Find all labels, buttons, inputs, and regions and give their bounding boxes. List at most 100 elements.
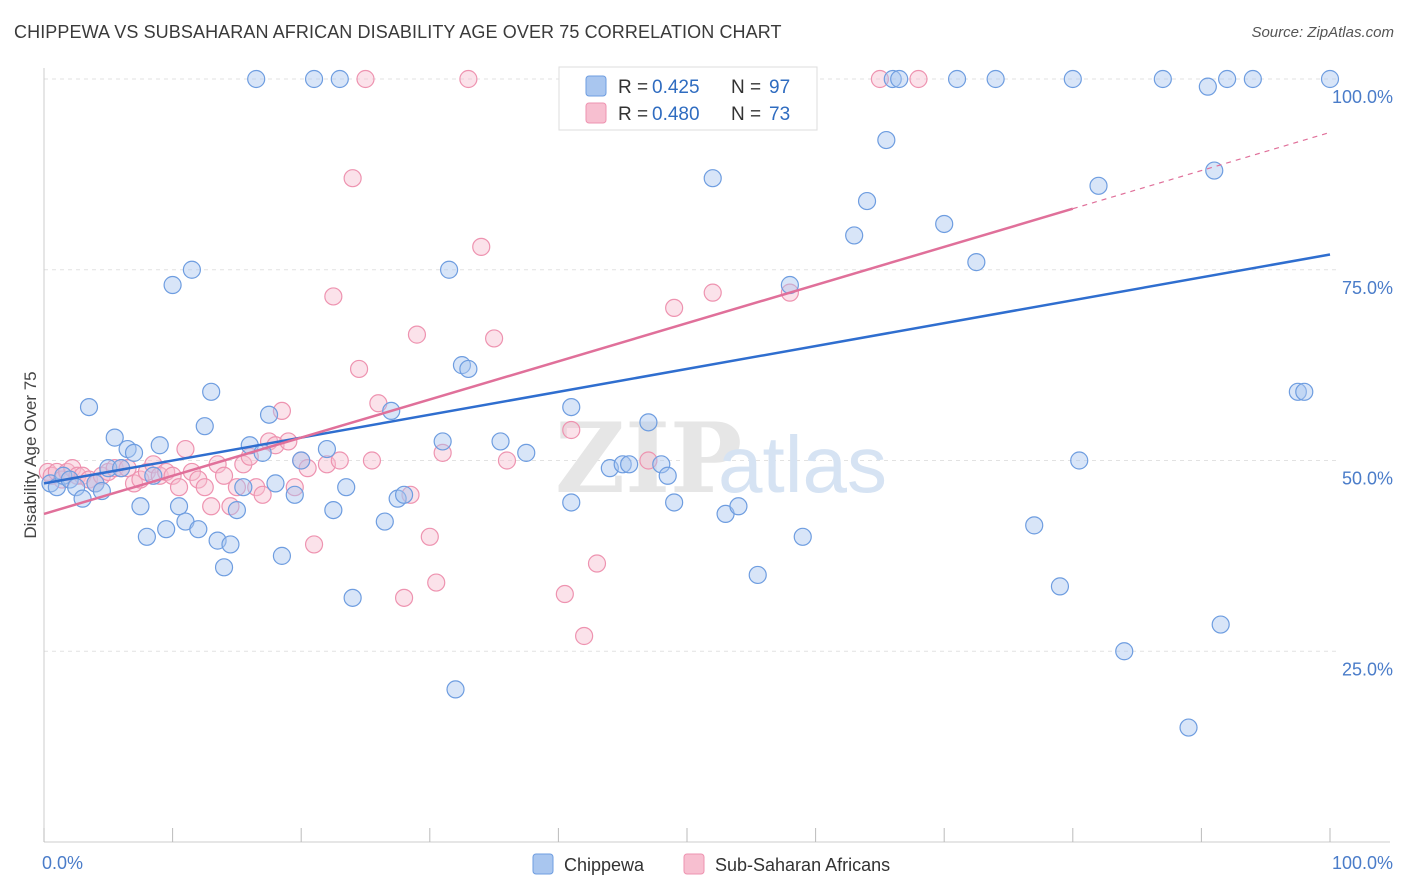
ssa-point — [285, 478, 304, 497]
legend-r-label-chippewa: R = — [618, 77, 648, 98]
ssa-point — [349, 359, 369, 379]
bottom-legend-swatch-chippewa — [532, 853, 554, 875]
ssa-point — [189, 470, 208, 489]
ssa-point — [555, 584, 574, 604]
chippewa-point — [883, 69, 902, 89]
legend-r-value-chippewa: 0.425 — [652, 77, 700, 98]
ssa-point — [214, 466, 234, 485]
chippewa-point — [877, 130, 896, 150]
ssa-point — [253, 485, 272, 504]
ssa-point — [420, 527, 439, 546]
chippewa-point — [517, 443, 536, 462]
chippewa-point — [857, 191, 877, 211]
chippewa-point — [330, 69, 349, 89]
series-chippewa-points — [41, 69, 1340, 737]
ssa-point — [485, 329, 504, 348]
y-axis-label: Disability Age Over 75 — [21, 371, 40, 538]
chippewa-point — [234, 478, 253, 497]
legend-n-label-chippewa: N = — [731, 77, 761, 98]
ssa-point — [497, 451, 517, 470]
chippewa-point — [195, 417, 214, 436]
chippewa-point — [1205, 161, 1224, 180]
chippewa-point — [337, 478, 356, 497]
trend-line-ssa-extension — [1072, 131, 1331, 210]
chippewa-point — [221, 535, 240, 554]
chippewa-point — [1218, 69, 1237, 89]
chippewa-point — [562, 493, 581, 512]
chippewa-point — [266, 474, 285, 493]
ssa-point — [472, 237, 491, 256]
ssa-point — [330, 451, 349, 470]
ssa-point — [298, 459, 317, 478]
legend-r-value-ssa: 0.480 — [652, 104, 700, 125]
chippewa-point — [890, 69, 909, 89]
chippewa-point — [793, 527, 812, 546]
chippewa-point — [639, 413, 658, 432]
tick-labels: 25.0% 50.0% 75.0% 100.0% 0.0% 100.0% — [42, 87, 1393, 873]
chippewa-point — [124, 443, 144, 462]
ssa-point — [343, 169, 362, 188]
ssa-point — [356, 69, 375, 89]
ssa-point — [909, 69, 928, 89]
y-tick-label: 75.0% — [1342, 278, 1393, 298]
chippewa-point — [1320, 69, 1340, 89]
chippewa-point — [947, 69, 967, 89]
chippewa-point — [935, 214, 954, 234]
chippewa-point — [1063, 69, 1082, 89]
ssa-point — [227, 478, 246, 497]
ssa-point — [587, 554, 607, 573]
chippewa-point — [703, 169, 722, 188]
trend-line-ssa — [43, 207, 1074, 516]
chippewa-point — [343, 588, 362, 607]
chippewa-point — [150, 436, 169, 455]
ssa-point — [176, 439, 195, 459]
chippewa-point — [665, 493, 684, 512]
series-sub-saharan-points — [38, 69, 928, 646]
chippewa-point — [137, 527, 156, 546]
chippewa-point — [1025, 516, 1044, 535]
ssa-point — [247, 478, 266, 497]
chippewa-point — [304, 69, 324, 89]
legend-swatch-chippewa — [585, 75, 607, 97]
chippewa-point — [157, 520, 176, 539]
chippewa-point — [227, 500, 246, 520]
ssa-point — [575, 626, 594, 646]
chippewa-point — [79, 397, 99, 417]
legend-n-value-ssa: 73 — [769, 104, 790, 125]
legend-swatch-ssa — [585, 102, 607, 124]
legend-top: R = 0.425 N = 97 R = 0.480 N = 73 — [558, 66, 818, 131]
chippewa-point — [433, 432, 452, 451]
axes — [43, 68, 1390, 843]
chippewa-point — [1153, 69, 1172, 89]
chippewa-point — [1089, 176, 1108, 195]
ssa-point — [362, 451, 382, 470]
chippewa-point — [182, 260, 201, 279]
chippewa-point — [620, 455, 639, 474]
y-tick-label: 50.0% — [1342, 469, 1393, 489]
chippewa-point — [317, 439, 337, 459]
chippewa-point — [1288, 382, 1307, 401]
chippewa-point — [189, 520, 208, 539]
chippewa-point — [394, 485, 414, 504]
x-tick-label-max: 100.0% — [1332, 853, 1393, 873]
ssa-point — [665, 298, 684, 317]
chippewa-point — [748, 565, 767, 585]
chippewa-point — [658, 466, 677, 485]
legend-n-value-chippewa: 97 — [769, 77, 790, 98]
chippewa-point — [967, 253, 986, 272]
chippewa-point — [446, 680, 465, 699]
y-tick-label: 25.0% — [1342, 659, 1393, 679]
chippewa-point — [491, 432, 510, 451]
chippewa-point — [259, 405, 279, 424]
ssa-point — [459, 69, 478, 89]
chippewa-point — [1211, 615, 1230, 634]
chippewa-point — [1179, 718, 1198, 737]
chippewa-point — [1070, 451, 1089, 470]
chippewa-point — [163, 275, 182, 295]
ssa-point — [324, 287, 343, 306]
chippewa-point — [272, 546, 292, 565]
legend-bottom: Chippewa Sub-Saharan Africans — [532, 853, 890, 875]
ssa-point — [195, 478, 214, 497]
chippewa-point — [1243, 69, 1262, 89]
